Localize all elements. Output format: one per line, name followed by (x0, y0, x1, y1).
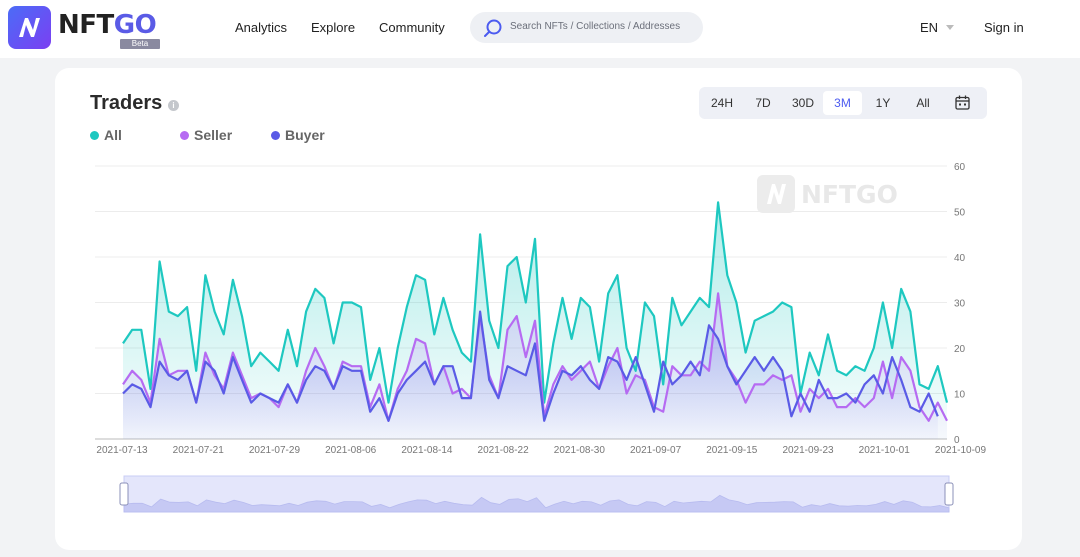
x-tick-label: 2021-07-29 (249, 445, 301, 456)
zoom-handle-right[interactable] (944, 482, 954, 506)
legend-dot-buyer (271, 131, 280, 140)
x-tick-label: 2021-07-13 (96, 445, 148, 456)
nav-analytics[interactable]: Analytics (235, 20, 288, 35)
search-placeholder: Search NFTs / Collections / Addresses (510, 21, 681, 32)
y-tick-label: 40 (954, 253, 966, 264)
zoom-handle-left[interactable] (119, 482, 129, 506)
range-30d[interactable]: 30D (791, 96, 814, 110)
y-tick-label: 20 (954, 344, 966, 355)
legend-buyer[interactable]: Buyer (285, 127, 325, 143)
x-tick-label: 2021-08-22 (478, 445, 530, 456)
x-tick-label: 2021-08-06 (325, 445, 377, 456)
calendar-icon[interactable] (955, 95, 970, 110)
search-input[interactable]: Search NFTs / Collections / Addresses (470, 12, 703, 43)
x-tick-label: 2021-07-21 (173, 445, 225, 456)
nav-explore[interactable]: Explore (311, 20, 356, 35)
brand-name[interactable]: NFTGO (58, 10, 157, 40)
y-tick-label: 30 (954, 299, 966, 310)
x-tick-label: 2021-08-14 (401, 445, 453, 456)
zoom-slider[interactable] (119, 475, 954, 513)
x-tick-label: 2021-09-23 (782, 445, 834, 456)
range-all[interactable]: All (916, 96, 930, 110)
x-tick-label: 2021-10-01 (859, 445, 911, 456)
y-tick-label: 60 (954, 162, 966, 173)
range-7d[interactable]: 7D (755, 96, 771, 110)
page-title: Traders (90, 92, 163, 114)
range-3m[interactable]: 3M (823, 91, 862, 115)
legend-all[interactable]: All (104, 127, 122, 143)
sign-in-link[interactable]: Sign in (984, 20, 1024, 35)
nftgo-logo-icon[interactable] (8, 6, 51, 49)
nftgo-watermark: NFTGO (757, 175, 898, 213)
watermark-text: NFTGO (801, 180, 898, 209)
x-tick-label: 2021-08-30 (554, 445, 606, 456)
x-tick-label: 2021-09-15 (706, 445, 758, 456)
series-line-buyer (122, 310, 939, 422)
x-tick-label: 2021-09-07 (630, 445, 682, 456)
nav-community[interactable]: Community (379, 20, 445, 35)
x-tick-label: 2021-10-09 (935, 445, 987, 456)
legend-dot-all (90, 131, 99, 140)
y-tick-label: 50 (954, 208, 966, 219)
zoom-preview (123, 494, 950, 513)
series-line-all (122, 201, 949, 404)
brand-nft: NFT (58, 10, 114, 40)
top-nav: NFTGO Beta Analytics Explore Community S… (0, 0, 1080, 58)
y-tick-label: 10 (954, 390, 966, 401)
legend-dot-seller (180, 131, 189, 140)
language-selector[interactable]: EN (920, 20, 939, 35)
search-icon (484, 19, 502, 37)
chevron-down-icon[interactable] (946, 25, 954, 30)
range-1y[interactable]: 1Y (875, 96, 891, 110)
info-icon[interactable]: i (168, 100, 179, 111)
brand-go: GO (113, 10, 157, 40)
range-24h[interactable]: 24H (710, 96, 733, 110)
area-buyer (123, 311, 938, 439)
legend-seller[interactable]: Seller (194, 127, 233, 143)
beta-badge: Beta (120, 39, 160, 49)
y-tick-label: 0 (954, 435, 960, 446)
